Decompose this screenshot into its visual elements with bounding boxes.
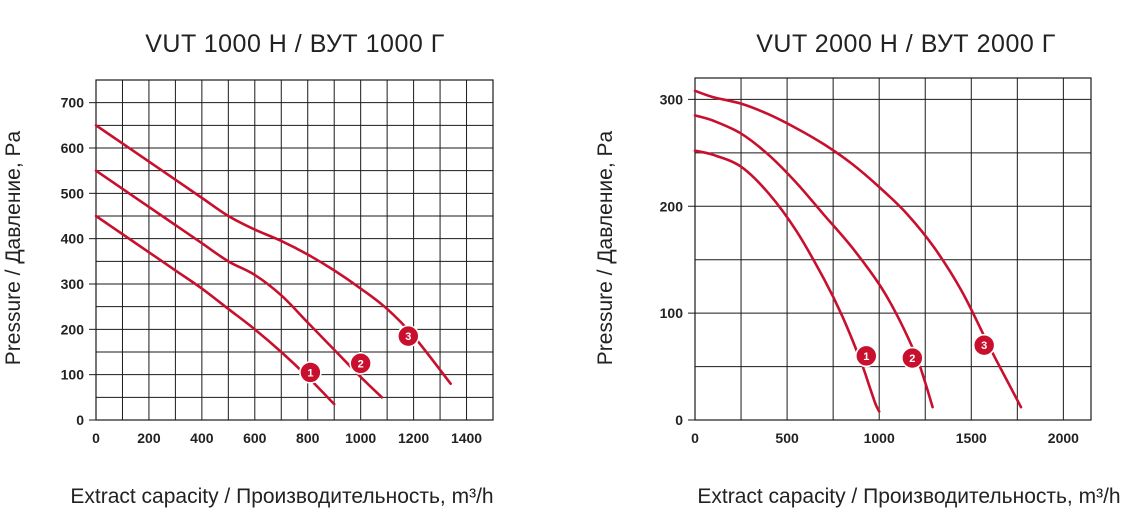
- x-tick-label: 0: [691, 430, 699, 446]
- chart-panel-vut-2000: 1 2 3 0 500 1000 1500 2000 0 100 200 300 VUT 2000 …: [564, 0, 1128, 521]
- y-tick-label: 200: [61, 321, 85, 337]
- chart-vut-2000: 1 2 3 0 500 1000 1500 2000 0 100 200 300 VUT 2000 …: [594, 30, 1121, 508]
- markers-layer: 1 2 3: [299, 324, 420, 384]
- chart-panel-vut-1000: 1 2 3 0 200 400 600 800 1000 1200 1400 0 100 200 300 4…: [0, 0, 564, 521]
- y-tick-label: 600: [61, 140, 85, 156]
- curves-layer: [94, 124, 452, 406]
- plot-frame: [694, 77, 1092, 421]
- x-axis-label: Extract capacity / Производительность, m…: [70, 485, 493, 508]
- series-marker-label: 3: [981, 340, 987, 352]
- series-line-2: [94, 169, 384, 399]
- series-marker-label: 2: [358, 358, 364, 370]
- y-tick-label: 300: [660, 91, 684, 107]
- series-line-3: [94, 124, 452, 386]
- y-axis-label: Pressure / Давление, Pa: [2, 130, 25, 365]
- series-marker-label: 2: [909, 353, 915, 365]
- y-tick-label: 700: [61, 95, 85, 111]
- series-marker-1: [299, 361, 322, 384]
- y-tick-label: 100: [61, 367, 85, 383]
- y-tick-label: 400: [61, 231, 85, 247]
- series-marker-2: [349, 352, 372, 375]
- y-axis-label: Pressure / Давление, Pa: [594, 130, 617, 365]
- x-tick-label: 600: [243, 430, 267, 446]
- series-line-1: [94, 214, 336, 406]
- chart-title: VUT 2000 H / ВУТ 2000 Г: [756, 30, 1056, 58]
- x-tick-label: 1500: [956, 430, 987, 446]
- x-tick-label: 200: [137, 430, 161, 446]
- plot-frame: [95, 79, 494, 421]
- ticks-layer: 0 500 1000 1500 2000 0 100 200 300: [660, 91, 1080, 446]
- x-tick-label: 1000: [864, 430, 895, 446]
- x-tick-label: 1000: [345, 430, 376, 446]
- ticks-layer: 0 200 400 600 800 1000 1200 1400 0 100 200 300 400 50…: [61, 95, 483, 446]
- series-marker-label: 3: [405, 331, 411, 343]
- series-marker-3: [397, 324, 420, 348]
- series-line-1: [693, 149, 881, 413]
- y-tick-label: 500: [61, 185, 85, 201]
- x-axis-label: Extract capacity / Производительность, m…: [697, 485, 1120, 508]
- x-tick-label: 1400: [451, 430, 482, 446]
- series-marker-label: 1: [307, 367, 313, 379]
- series-marker-2: [901, 346, 924, 370]
- x-tick-label: 500: [775, 430, 799, 446]
- y-tick-label: 0: [675, 412, 683, 428]
- x-tick-label: 800: [296, 430, 320, 446]
- y-tick-label: 0: [76, 412, 84, 428]
- chart-vut-1000: 1 2 3 0 200 400 600 800 1000 1200 1400 0 100 200 300 4…: [2, 30, 494, 508]
- y-tick-label: 300: [61, 276, 85, 292]
- series-marker-1: [854, 344, 878, 368]
- y-tick-label: 100: [660, 305, 684, 321]
- series-marker-label: 1: [863, 351, 869, 363]
- x-tick-label: 1200: [398, 430, 429, 446]
- grid-layer: [95, 79, 494, 421]
- chart-title: VUT 1000 H / ВУТ 1000 Г: [145, 30, 445, 58]
- series-marker-3: [972, 333, 996, 357]
- x-tick-label: 400: [190, 430, 214, 446]
- markers-layer: 1 2 3: [854, 333, 996, 370]
- x-tick-label: 0: [92, 430, 100, 446]
- y-tick-label: 200: [660, 198, 684, 214]
- grid-layer: [694, 77, 1092, 421]
- x-tick-label: 2000: [1048, 430, 1079, 446]
